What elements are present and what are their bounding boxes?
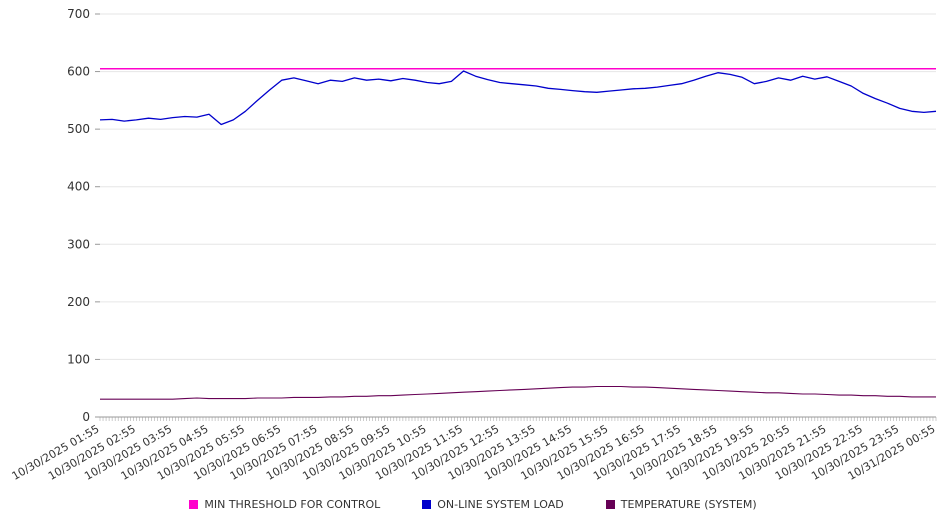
- legend-label: ON-LINE SYSTEM LOAD: [437, 498, 564, 511]
- y-tick-label: 300: [67, 237, 90, 251]
- y-tick-label: 200: [67, 295, 90, 309]
- y-tick-label: 100: [67, 352, 90, 366]
- y-tick-label: 500: [67, 122, 90, 136]
- legend-swatch: [605, 500, 615, 509]
- y-tick-label: 700: [67, 7, 90, 21]
- legend-item-temperature-system-[interactable]: TEMPERATURE (SYSTEM): [605, 498, 757, 511]
- legend-item-on-line-system-load[interactable]: ON-LINE SYSTEM LOAD: [422, 498, 564, 511]
- y-tick-label: 400: [67, 180, 90, 194]
- chart-legend: MIN THRESHOLD FOR CONTROL ON-LINE SYSTEM …: [0, 498, 946, 511]
- legend-label: TEMPERATURE (SYSTEM): [620, 498, 757, 511]
- y-axis-labels: 0 100 200 300 400 500 600 700: [67, 7, 90, 424]
- series-line-temperature-system-: [100, 385, 936, 400]
- legend-label: MIN THRESHOLD FOR CONTROL: [204, 498, 381, 511]
- series-line-on-line-system-load: [99, 70, 937, 126]
- gridlines: [95, 13, 936, 418]
- legend-swatch: [422, 500, 432, 509]
- legend-swatch: [189, 500, 199, 509]
- y-tick-label: 0: [82, 410, 90, 424]
- legend-item-min-threshold-for-control[interactable]: MIN THRESHOLD FOR CONTROL: [189, 498, 380, 511]
- y-tick-label: 600: [67, 65, 90, 79]
- x-axis: [99, 416, 937, 421]
